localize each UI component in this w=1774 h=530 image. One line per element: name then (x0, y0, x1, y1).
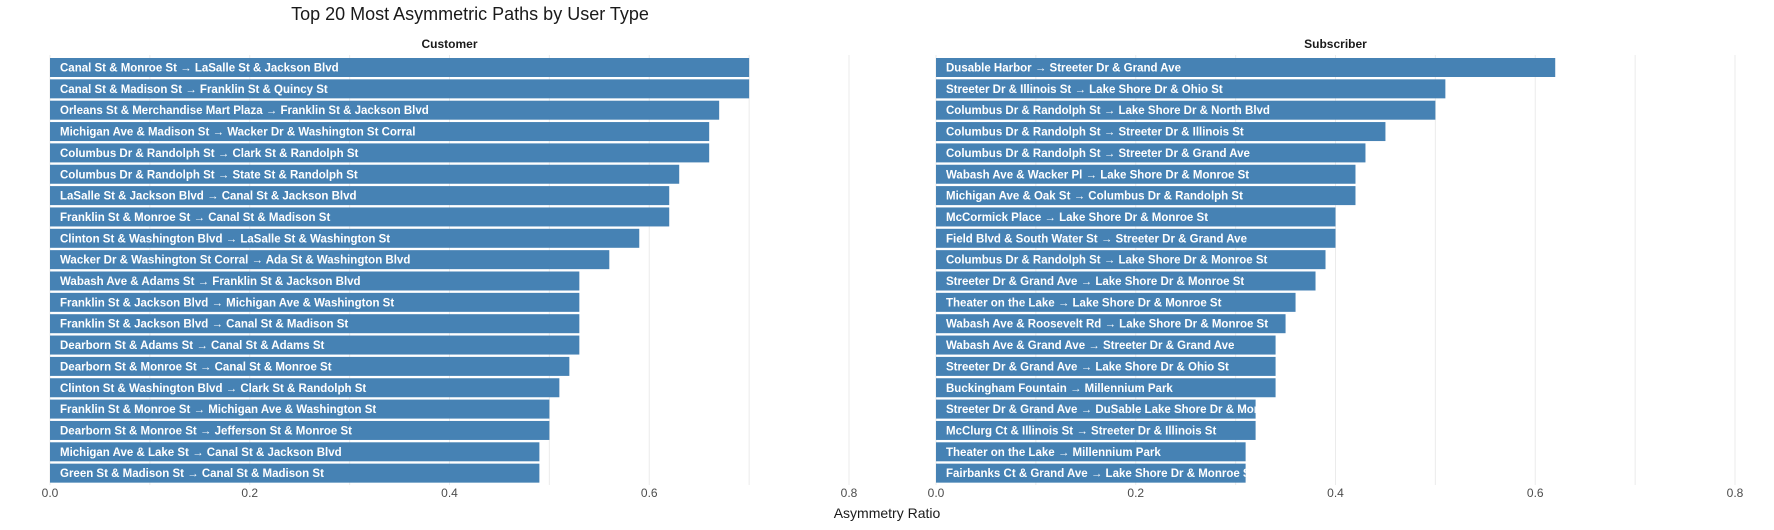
bar (936, 271, 1316, 291)
bar-label: Clinton St & Washington Blvd → Clark St … (60, 383, 366, 395)
bar (936, 399, 1256, 419)
bar-label: Wabash Ave & Grand Ave → Streeter Dr & G… (946, 340, 1234, 352)
facet-title: Subscriber (1304, 37, 1367, 51)
bar-label: McClurg Ct & Illinois St → Streeter Dr &… (946, 425, 1216, 437)
bar-label: Columbus Dr & Randolph St → Streeter Dr … (946, 127, 1244, 139)
facet-subscriber: Subscriber Dusable Harbor → Streeter Dr &… (928, 37, 1744, 500)
x-tick-label: 0.2 (241, 486, 258, 500)
bar-label: Wabash Ave & Wacker Pl → Lake Shore Dr &… (946, 169, 1249, 181)
bar (50, 463, 540, 483)
bar (936, 335, 1276, 355)
bar (936, 463, 1246, 483)
bar (50, 164, 680, 184)
bar-label: Columbus Dr & Randolph St → Streeter Dr … (946, 148, 1250, 160)
bar-label: Canal St & Monroe St → LaSalle St & Jack… (60, 63, 339, 75)
bar (50, 79, 750, 99)
bar-label: Franklin St & Jackson Blvd → Michigan Av… (60, 297, 394, 309)
x-axis-label: Asymmetry Ratio (834, 505, 941, 521)
bar-label: Franklin St & Monroe St → Michigan Ave &… (60, 404, 376, 416)
bar-label: Fairbanks Ct & Grand Ave → Lake Shore Dr… (946, 468, 1255, 480)
bar-label: Columbus Dr & Randolph St → State St & R… (60, 169, 358, 181)
bar-label: Franklin St & Monroe St → Canal St & Mad… (60, 212, 330, 224)
bar (50, 100, 720, 120)
x-tick-label: 0.0 (42, 486, 59, 500)
bar (50, 378, 560, 398)
chart-title: Top 20 Most Asymmetric Paths by User Typ… (291, 4, 649, 24)
bar (50, 292, 580, 312)
bar-label: Michigan Ave & Madison St → Wacker Dr & … (60, 127, 415, 139)
bar (936, 207, 1336, 227)
bar-label: Green St & Madison St → Canal St & Madis… (60, 468, 324, 480)
bar (50, 399, 550, 419)
bar-label: Michigan Ave & Lake St → Canal St & Jack… (60, 447, 342, 459)
bar (50, 143, 710, 163)
x-tick-label: 0.6 (1527, 486, 1544, 500)
bar-label: Wacker Dr & Washington St Corral → Ada S… (60, 255, 410, 267)
bar (50, 442, 540, 462)
facet-customer: Customer Canal St & Monroe St → LaSalle S… (42, 37, 858, 500)
bar-label: Streeter Dr & Grand Ave → Lake Shore Dr … (946, 276, 1244, 288)
bar (936, 143, 1366, 163)
x-tick-label: 0.2 (1127, 486, 1144, 500)
bar (936, 58, 1556, 77)
bar-label: Streeter Dr & Grand Ave → Lake Shore Dr … (946, 361, 1229, 373)
bar (936, 378, 1276, 398)
bar-label: Buckingham Fountain → Millennium Park (946, 383, 1173, 395)
x-tick-label: 0.8 (1727, 486, 1744, 500)
bar-label: McCormick Place → Lake Shore Dr & Monroe… (946, 212, 1208, 224)
bar (50, 250, 610, 270)
bar (936, 186, 1356, 206)
bar (50, 207, 670, 227)
x-tick-label: 0.0 (928, 486, 945, 500)
bar (936, 420, 1256, 440)
bar (50, 228, 640, 248)
bar (936, 250, 1326, 270)
bar-label: Field Blvd & South Water St → Streeter D… (946, 233, 1247, 245)
bar (936, 314, 1286, 334)
bar (936, 356, 1276, 376)
x-tick-label: 0.8 (841, 486, 858, 500)
bar-label: Wabash Ave & Roosevelt Rd → Lake Shore D… (946, 319, 1268, 331)
bar (936, 292, 1296, 312)
bar (50, 271, 580, 291)
bar-label: LaSalle St & Jackson Blvd → Canal St & J… (60, 191, 357, 203)
bar (936, 79, 1446, 99)
bar (50, 420, 550, 440)
bar (936, 100, 1436, 120)
bar-label: Dearborn St & Monroe St → Jefferson St &… (60, 425, 352, 437)
bar (50, 314, 580, 334)
facets: Customer Canal St & Monroe St → LaSalle S… (42, 37, 1744, 500)
bar (936, 122, 1386, 142)
bar (50, 122, 710, 142)
bar-label: Streeter Dr & Illinois St → Lake Shore D… (946, 84, 1223, 96)
bar-label: Dusable Harbor → Streeter Dr & Grand Ave (946, 63, 1181, 75)
x-tick-label: 0.6 (641, 486, 658, 500)
bar-label: Columbus Dr & Randolph St → Lake Shore D… (946, 255, 1268, 267)
bar-label: Columbus Dr & Randolph St → Clark St & R… (60, 148, 359, 160)
bar (936, 442, 1246, 462)
x-tick-label: 0.4 (441, 486, 458, 500)
bar (50, 335, 580, 355)
bar (936, 228, 1336, 248)
bar-label: Franklin St & Jackson Blvd → Canal St & … (60, 319, 348, 331)
bar-label: Wabash Ave & Adams St → Franklin St & Ja… (60, 276, 361, 288)
bar-label: Orleans St & Merchandise Mart Plaza → Fr… (60, 105, 429, 117)
bar-label: Theater on the Lake → Lake Shore Dr & Mo… (946, 297, 1222, 309)
bar-label: Dearborn St & Adams St → Canal St & Adam… (60, 340, 325, 352)
bar (936, 164, 1356, 184)
bar-label: Theater on the Lake → Millennium Park (946, 447, 1161, 459)
facet-title: Customer (421, 37, 477, 51)
bar-label: Michigan Ave & Oak St → Columbus Dr & Ra… (946, 191, 1243, 203)
bar-label: Columbus Dr & Randolph St → Lake Shore D… (946, 105, 1270, 117)
bar-label: Clinton St & Washington Blvd → LaSalle S… (60, 233, 390, 245)
bar (50, 356, 570, 376)
x-tick-label: 0.4 (1327, 486, 1344, 500)
bar (50, 186, 670, 206)
bar-label: Streeter Dr & Grand Ave → DuSable Lake S… (946, 404, 1294, 416)
bar-label: Dearborn St & Monroe St → Canal St & Mon… (60, 361, 332, 373)
bar-label: Canal St & Madison St → Franklin St & Qu… (60, 84, 328, 96)
bar (50, 58, 750, 77)
